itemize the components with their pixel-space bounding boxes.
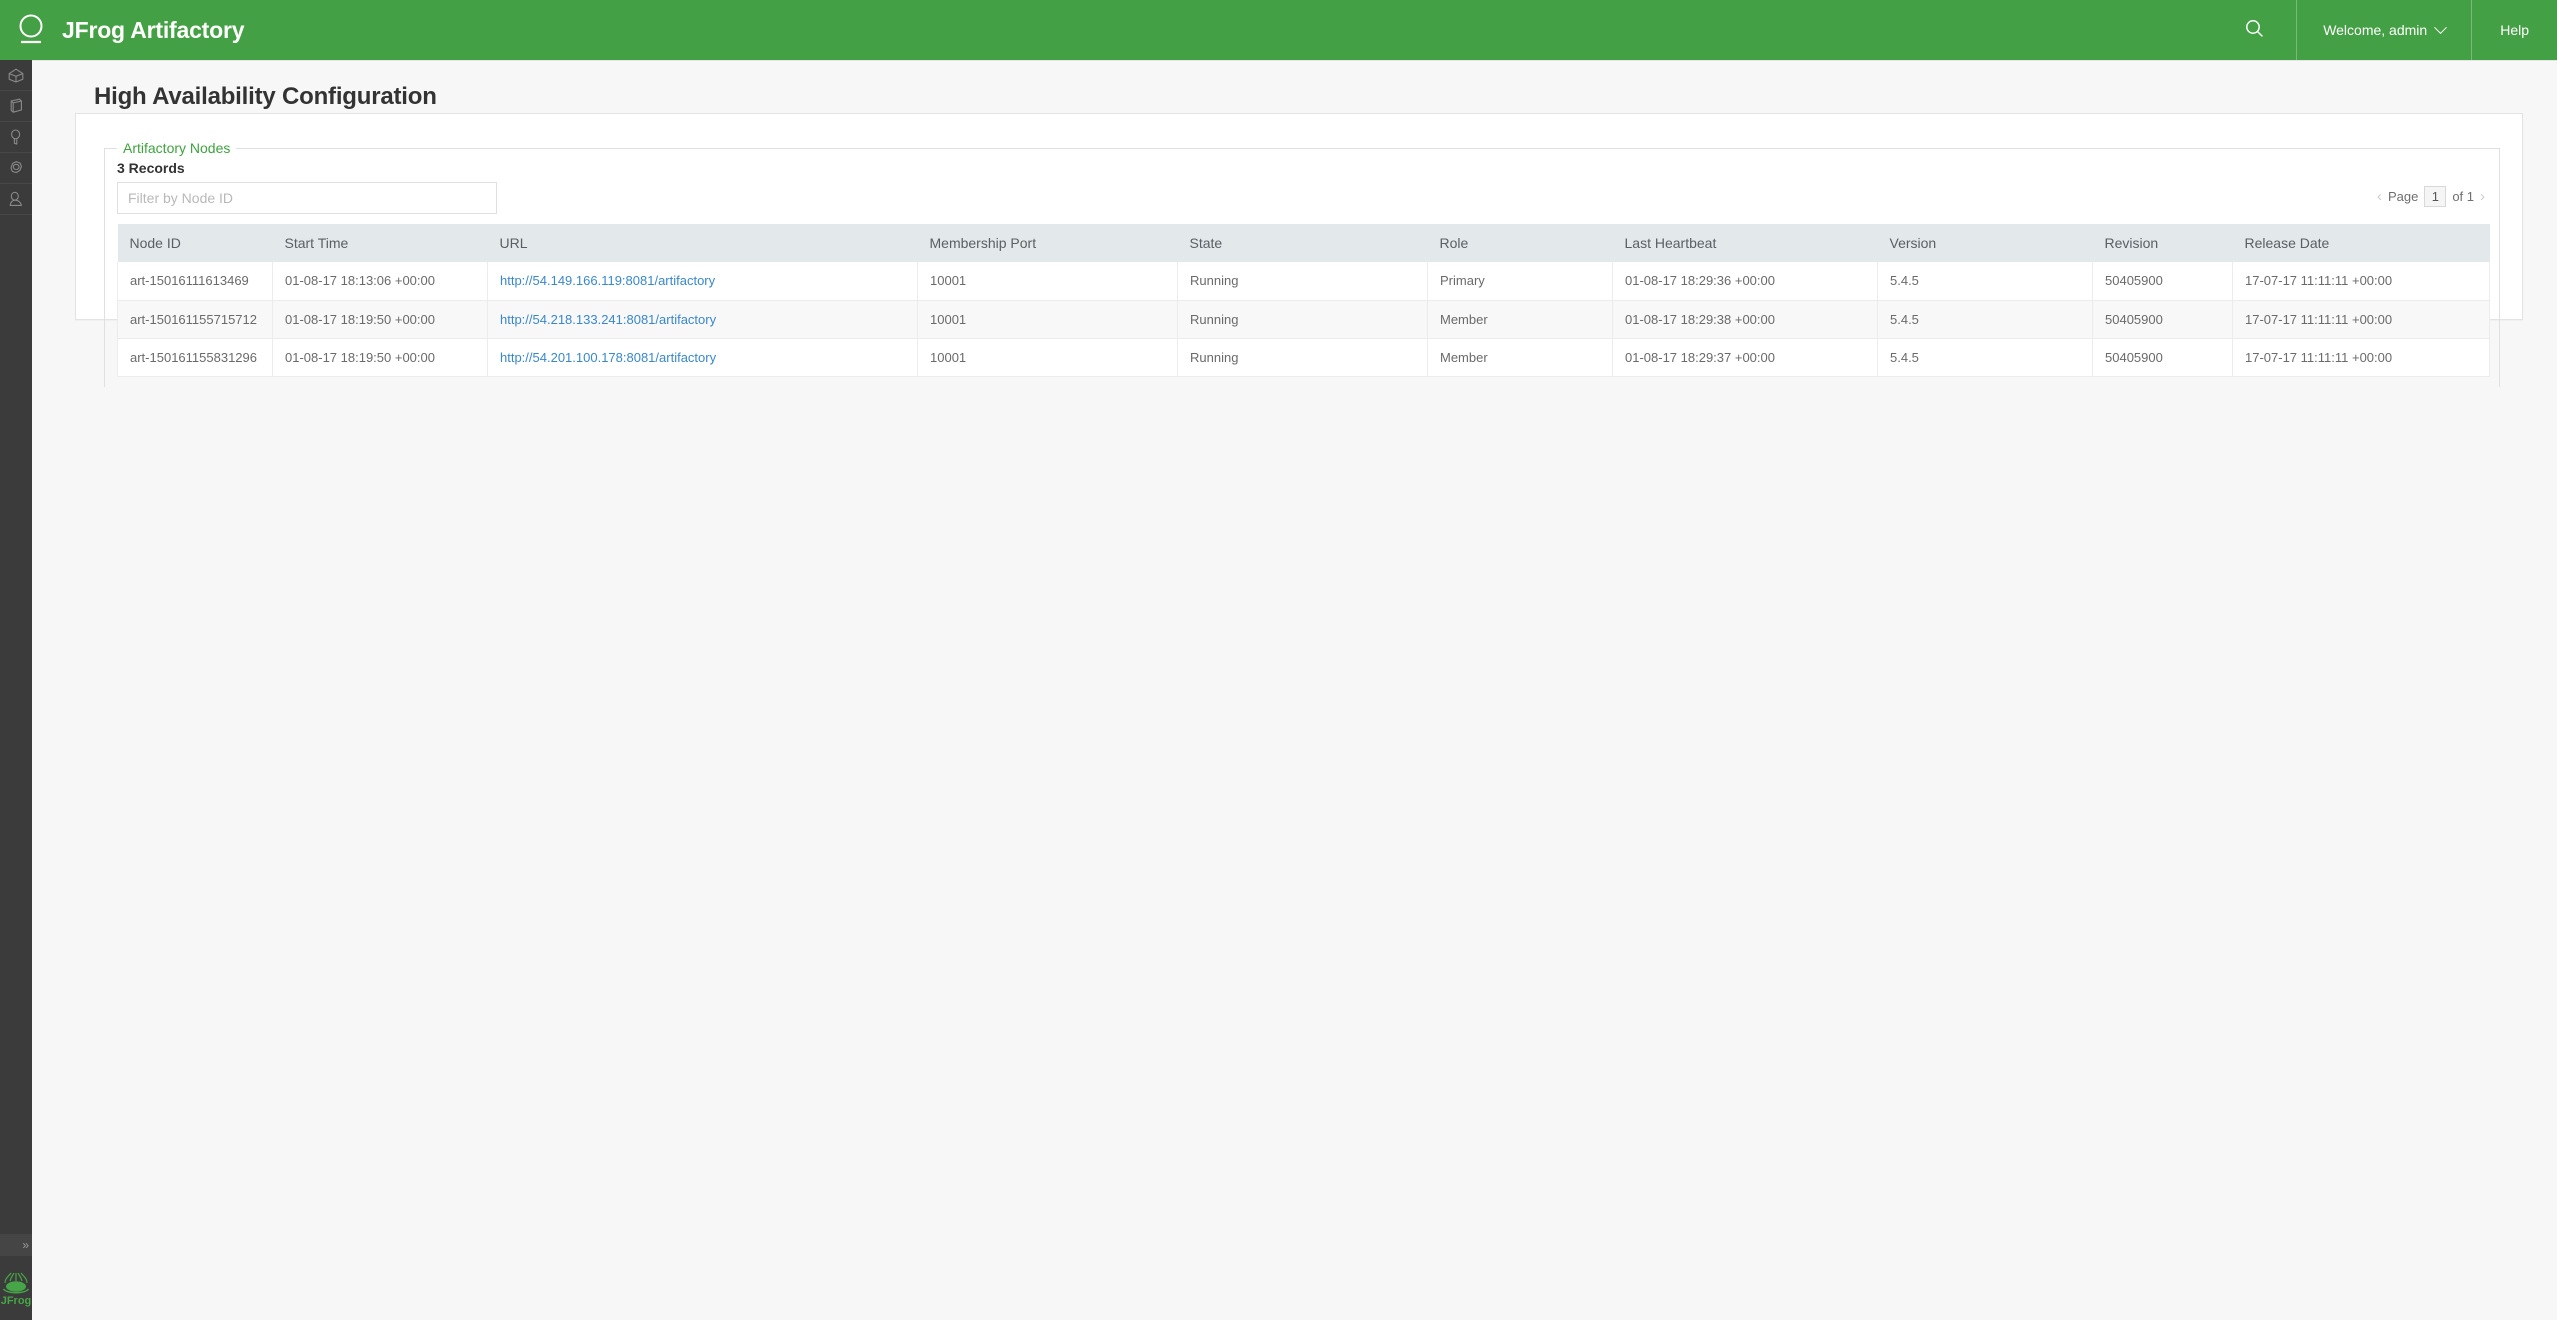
cell-last-heartbeat: 01-08-17 18:29:36 +00:00 <box>1612 262 1878 301</box>
column-header-role[interactable]: Role <box>1427 224 1613 262</box>
table-header-row: Node ID Start Time URL Membership Port S… <box>117 224 2490 262</box>
cell-node-id: art-15016111613469 <box>117 262 273 301</box>
chevron-double-right-icon: » <box>22 1238 29 1252</box>
svg-text:JFrog: JFrog <box>1 1295 31 1307</box>
user-menu-button[interactable]: Welcome, admin <box>2297 0 2471 60</box>
cell-role: Member <box>1427 300 1613 339</box>
cell-revision: 50405900 <box>2092 338 2233 377</box>
node-url-link[interactable]: http://54.149.166.119:8081/artifactory <box>500 273 716 289</box>
node-url-link[interactable]: http://54.218.133.241:8081/artifactory <box>500 311 717 327</box>
pagination-prev-button[interactable]: ‹ <box>2376 188 2382 205</box>
cell-url: http://54.149.166.119:8081/artifactory <box>487 262 918 301</box>
cell-release-date: 17-07-17 11:11:11 +00:00 <box>2232 300 2490 339</box>
cell-revision: 50405900 <box>2092 262 2233 301</box>
table-row[interactable]: art-15016111613469 01-08-17 18:13:06 +00… <box>117 262 2490 301</box>
filter-by-node-id-input[interactable] <box>117 182 497 214</box>
sidebar-item-packages[interactable] <box>0 91 32 122</box>
pagination-next-button[interactable]: › <box>2480 188 2485 205</box>
cell-release-date: 17-07-17 11:11:11 +00:00 <box>2232 262 2490 301</box>
cell-revision: 50405900 <box>2092 300 2233 339</box>
node-url-link[interactable]: http://54.201.100.178:8081/artifactory <box>500 349 717 365</box>
search-icon <box>2245 19 2264 41</box>
brand-title: JFrog Artifactory <box>62 16 245 43</box>
column-header-version[interactable]: Version <box>1877 224 2093 262</box>
column-header-revision[interactable]: Revision <box>2092 224 2233 262</box>
fieldset-body: 3 Records ‹ Page 1 of 1 › <box>105 156 2499 387</box>
cell-version: 5.4.5 <box>1877 300 2093 339</box>
cell-role: Member <box>1427 338 1613 377</box>
column-header-membership-port[interactable]: Membership Port <box>917 224 1178 262</box>
header-divider-1 <box>2296 0 2298 60</box>
sidebar-expand-button[interactable]: » <box>0 1234 32 1256</box>
cell-role: Primary <box>1427 262 1613 301</box>
artifactory-nodes-table: Node ID Start Time URL Membership Port S… <box>117 224 2490 377</box>
chevron-down-icon <box>2434 20 2448 34</box>
table-row[interactable]: art-150161155715712 01-08-17 18:19:50 +0… <box>117 300 2490 339</box>
user-icon <box>6 189 26 209</box>
main-content: High Availability Configuration Artifact… <box>32 60 2557 1320</box>
jfrog-circle-logo-icon <box>10 9 52 51</box>
pagination-total-label: of 1 <box>2452 189 2474 204</box>
sidebar-footer: » JFrog <box>0 1234 32 1320</box>
column-header-release-date[interactable]: Release Date <box>2232 224 2490 262</box>
cell-version: 5.4.5 <box>1877 262 2093 301</box>
sidebar-item-user-management[interactable] <box>0 184 32 215</box>
home-icon <box>6 65 26 85</box>
package-icon <box>6 96 26 116</box>
jfrog-footer-logo: JFrog <box>0 1256 32 1320</box>
help-link[interactable]: Help <box>2472 0 2557 60</box>
cell-last-heartbeat: 01-08-17 18:29:38 +00:00 <box>1612 300 1878 339</box>
sidebar-item-search[interactable] <box>0 122 32 153</box>
cell-membership-port: 10001 <box>917 262 1178 301</box>
cell-start-time: 01-08-17 18:19:50 +00:00 <box>272 300 488 339</box>
column-header-last-heartbeat[interactable]: Last Heartbeat <box>1612 224 1878 262</box>
user-menu-label: Welcome, admin <box>2323 22 2428 38</box>
header-divider-2 <box>2471 0 2473 60</box>
column-header-node-id[interactable]: Node ID <box>117 224 273 262</box>
help-label: Help <box>2500 22 2529 38</box>
cell-node-id: art-150161155831296 <box>117 338 273 377</box>
table-row[interactable]: art-150161155831296 01-08-17 18:19:50 +0… <box>117 338 2490 377</box>
cell-node-id: art-150161155715712 <box>117 300 273 339</box>
artifactory-nodes-legend: Artifactory Nodes <box>123 140 231 156</box>
magnifier-icon <box>6 127 26 147</box>
gear-icon <box>6 158 26 178</box>
left-sidebar: » JFrog <box>0 60 32 1320</box>
cell-start-time: 01-08-17 18:13:06 +00:00 <box>272 262 488 301</box>
records-count-label: 3 Records <box>117 160 185 176</box>
top-header-bar: JFrog Artifactory Welcome, admin Help <box>0 0 2557 60</box>
sidebar-item-artifacts[interactable] <box>0 60 32 91</box>
cell-start-time: 01-08-17 18:19:50 +00:00 <box>272 338 488 377</box>
pagination-page-input[interactable]: 1 <box>2424 186 2447 207</box>
cell-version: 5.4.5 <box>1877 338 2093 377</box>
pagination-page-label: Page <box>2387 189 2419 204</box>
page-title: High Availability Configuration <box>94 83 437 110</box>
cell-state: Running <box>1177 300 1428 339</box>
header-search-button[interactable] <box>2213 0 2296 60</box>
column-header-start-time[interactable]: Start Time <box>272 224 488 262</box>
cell-membership-port: 10001 <box>917 338 1178 377</box>
column-header-url[interactable]: URL <box>487 224 918 262</box>
cell-last-heartbeat: 01-08-17 18:29:37 +00:00 <box>1612 338 1878 377</box>
cell-membership-port: 10001 <box>917 300 1178 339</box>
sidebar-item-admin[interactable] <box>0 153 32 184</box>
cell-url: http://54.201.100.178:8081/artifactory <box>487 338 918 377</box>
ha-configuration-card: Artifactory Nodes 3 Records ‹ Page 1 of … <box>75 113 2523 387</box>
cell-url: http://54.218.133.241:8081/artifactory <box>487 300 918 339</box>
artifactory-nodes-fieldset: Artifactory Nodes 3 Records ‹ Page 1 of … <box>104 140 2500 387</box>
cell-state: Running <box>1177 338 1428 377</box>
cell-state: Running <box>1177 262 1428 301</box>
cell-release-date: 17-07-17 11:11:11 +00:00 <box>2232 338 2490 377</box>
brand-block[interactable]: JFrog Artifactory <box>0 0 245 60</box>
column-header-state[interactable]: State <box>1177 224 1428 262</box>
pagination-control: ‹ Page 1 of 1 › <box>2377 186 2485 207</box>
